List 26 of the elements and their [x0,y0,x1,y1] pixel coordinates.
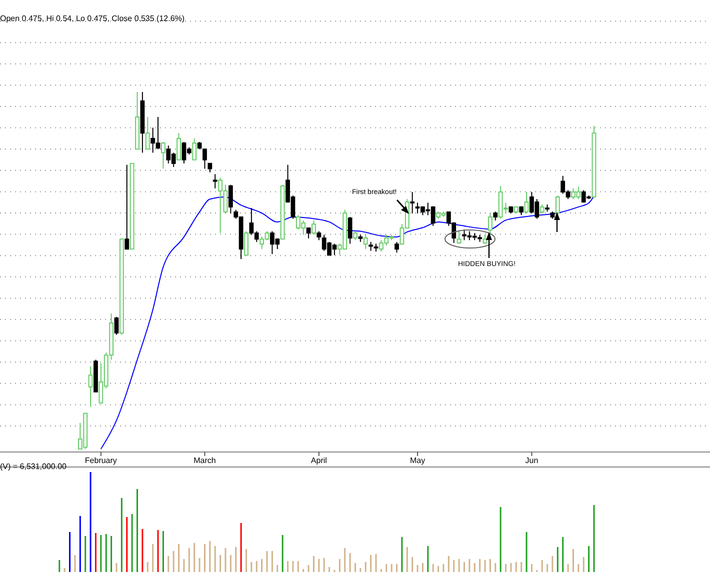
candlestick [161,141,166,170]
candlestick [176,132,181,160]
candlestick [306,227,311,239]
candlestick [244,230,248,256]
x-tick-label: April [310,456,328,465]
x-tick-label: March [194,456,216,465]
candlestick [348,216,352,244]
x-tick-label: May [410,456,426,465]
x-tick-label: February [84,456,117,465]
candlestick [145,116,150,150]
candlestick [312,220,316,236]
candlestick [363,234,368,250]
candlestick [124,164,130,250]
text: Open 0.475, Hi 0.54, Lo 0.475, Close 0.535 (12.6%) [0,14,185,23]
candlestick [228,184,233,214]
candlestick [394,241,399,254]
x-tick-label: Jun [525,456,538,465]
text: (V) = 6,531,000.00 [0,462,68,471]
candlestick [88,366,93,408]
candlestick [212,174,218,189]
candlestick [524,191,529,214]
candlestick [202,148,207,170]
candlestick [456,230,462,244]
candlestick [114,316,119,336]
candlestick [410,191,415,214]
candlestick [192,138,197,160]
